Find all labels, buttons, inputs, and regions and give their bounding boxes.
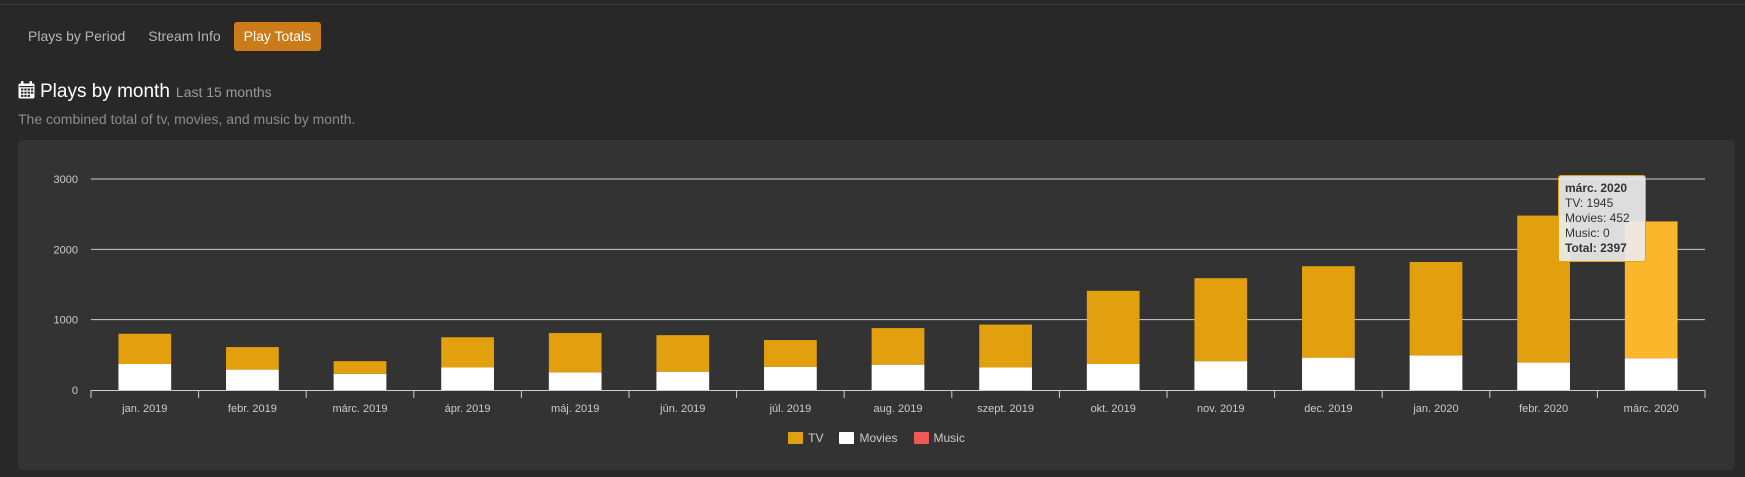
x-tick-label: ápr. 2019 [445, 403, 491, 415]
bar-movies [118, 363, 172, 390]
x-tick-label: szept. 2019 [977, 403, 1034, 415]
legend-swatch-music [913, 432, 929, 444]
bar-movies [441, 367, 494, 390]
bar-tv [871, 328, 925, 365]
bar-movies [548, 372, 602, 390]
legend-item-music[interactable]: Music [913, 431, 965, 445]
tooltip-title: márc. 2020 [1565, 181, 1628, 195]
calendar-icon [18, 81, 35, 99]
legend-label-tv: TV [808, 431, 824, 445]
legend-swatch-tv [788, 432, 804, 444]
bar-movies [1302, 357, 1355, 390]
y-tick-label: 2000 [54, 244, 78, 256]
bar-tv [764, 340, 817, 367]
x-tick-label: máj. 2019 [551, 403, 599, 415]
bar-movies [1624, 358, 1678, 390]
tooltip-tv: TV: 1945 [1565, 196, 1614, 210]
bar-tv [118, 333, 172, 364]
tooltip-movies: Movies: 452 [1565, 211, 1630, 225]
bar-tv [548, 333, 602, 373]
tab-stream-info[interactable]: Stream Info [148, 28, 221, 44]
x-tick-label: febr. 2019 [228, 403, 277, 415]
bar-movies [1194, 361, 1248, 390]
chart-panel: 0 1000 2000 3000 jan. 2019 febr. 2019 márc. 20… [18, 140, 1735, 470]
bar-tv [1302, 266, 1355, 358]
plays-by-month-chart: 0 1000 2000 3000 jan. 2019 febr. 2019 márc. 20… [54, 174, 1706, 415]
tab-plays-by-period[interactable]: Plays by Period [28, 28, 126, 44]
x-tick-label: márc. 2020 [1624, 403, 1679, 415]
tab-bar: Plays by Period Stream Info Play Totals [18, 22, 324, 51]
bar-movies [1517, 362, 1570, 390]
legend-swatch-movies [839, 432, 855, 444]
bar-tv [1194, 278, 1248, 362]
bar-tv [979, 324, 1032, 368]
bar-tv [226, 347, 279, 370]
tab-play-totals[interactable]: Play Totals [233, 22, 322, 51]
bar-movies [656, 371, 710, 390]
bar-tv [1409, 261, 1463, 356]
tooltip-total: Total: 2397 [1565, 241, 1627, 255]
x-tick-label: aug. 2019 [874, 403, 923, 415]
bar-tv [333, 361, 387, 374]
bar-movies [764, 366, 817, 390]
bar-movies [226, 369, 279, 390]
y-tick-label: 0 [72, 385, 78, 397]
y-tick-label: 3000 [54, 174, 78, 186]
chart-subtitle: Last 15 months [175, 84, 272, 100]
bar-movies [1086, 363, 1140, 390]
chart-legend: TV Movies Music [18, 431, 1735, 445]
x-tick-label: nov. 2019 [1197, 403, 1245, 415]
x-tick-label: okt. 2019 [1091, 403, 1136, 415]
chart-description: The combined total of tv, movies, and mu… [18, 111, 356, 127]
legend-label-movies: Movies [859, 431, 898, 445]
bar-tv [1086, 290, 1140, 364]
bar-tv [656, 335, 710, 372]
tooltip-music: Music: 0 [1565, 226, 1610, 240]
section-heading: Plays by month Last 15 months [18, 79, 272, 103]
x-tick-label: jan. 2020 [1412, 403, 1458, 415]
bar-movies [979, 367, 1032, 390]
chart-tooltip: márc. 2020 TV: 1945 Movies: 452 Music: 0… [1558, 175, 1646, 262]
x-tick-label: jún. 2019 [659, 403, 705, 415]
legend-label-music: Music [933, 431, 965, 445]
bar-tv [441, 337, 494, 368]
bar-movies [1409, 355, 1463, 390]
x-tick-label: febr. 2020 [1519, 403, 1568, 415]
y-tick-label: 1000 [54, 315, 78, 327]
x-tick-label: júl. 2019 [769, 403, 812, 415]
bar-movies [333, 373, 387, 390]
x-tick-label: márc. 2019 [332, 403, 387, 415]
bar-movies [871, 364, 925, 390]
top-divider [0, 4, 1745, 5]
chart-title: Plays by month [40, 81, 170, 102]
x-tick-label: jan. 2019 [121, 403, 167, 415]
legend-item-movies[interactable]: Movies [839, 431, 898, 445]
legend-item-tv[interactable]: TV [788, 431, 823, 445]
x-tick-label: dec. 2019 [1304, 403, 1352, 415]
